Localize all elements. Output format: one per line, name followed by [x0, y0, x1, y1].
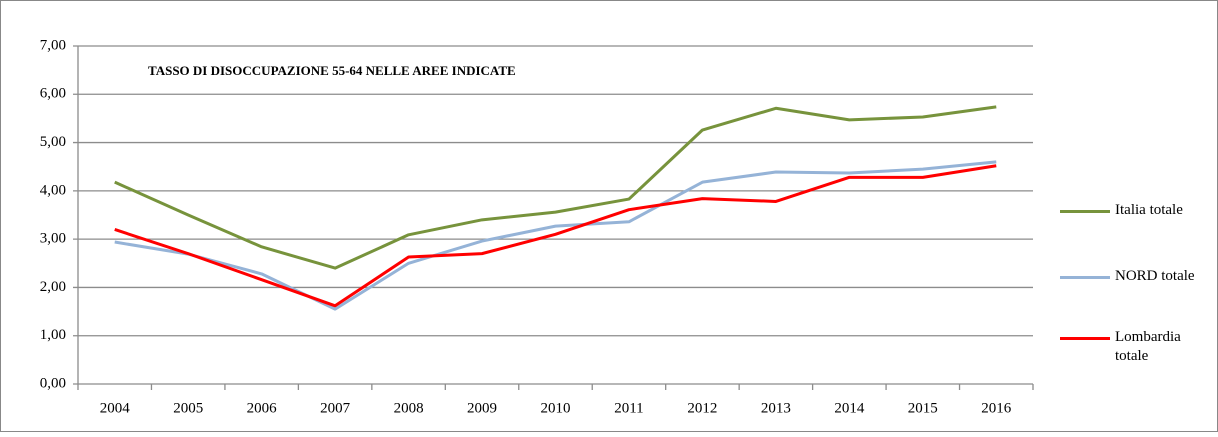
x-tick-label: 2004	[100, 400, 131, 416]
chart-title: TASSO DI DISOCCUPAZIONE 55-64 NELLE AREE…	[148, 63, 516, 78]
y-tick-label: 7,00	[40, 37, 66, 53]
legend-swatch	[1060, 337, 1110, 340]
legend-swatch	[1060, 210, 1110, 213]
y-tick-label: 5,00	[40, 134, 66, 150]
x-tick-label: 2009	[467, 400, 497, 416]
legend-label: NORD totale	[1115, 268, 1195, 284]
y-tick-label: 3,00	[40, 231, 66, 247]
y-tick-label: 4,00	[40, 182, 66, 198]
line-series	[114, 160, 997, 311]
y-tick-label: 0,00	[40, 375, 66, 391]
x-tick-label: 2008	[394, 400, 424, 416]
y-tick-label: 2,00	[40, 279, 66, 295]
x-tick-label: 2015	[908, 400, 938, 416]
x-tick-label: 2014	[834, 400, 865, 416]
x-tick-label: 2005	[173, 400, 203, 416]
x-tick-label: 2010	[541, 400, 571, 416]
x-tick-label: 2016	[981, 400, 1012, 416]
y-tick-label: 1,00	[40, 327, 66, 343]
line-series	[114, 105, 997, 270]
x-tick-label: 2012	[687, 400, 717, 416]
y-tick-label: 6,00	[40, 86, 66, 102]
legend-swatch	[1060, 276, 1110, 279]
line-series	[114, 164, 997, 308]
x-tick-label: 2006	[247, 400, 278, 416]
legend-label: Italia totale	[1115, 202, 1183, 218]
x-tick-label: 2011	[614, 400, 643, 416]
x-tick-label: 2013	[761, 400, 791, 416]
legend-label: Lombardia totale	[1115, 329, 1181, 364]
x-tick-label: 2007	[320, 400, 351, 416]
